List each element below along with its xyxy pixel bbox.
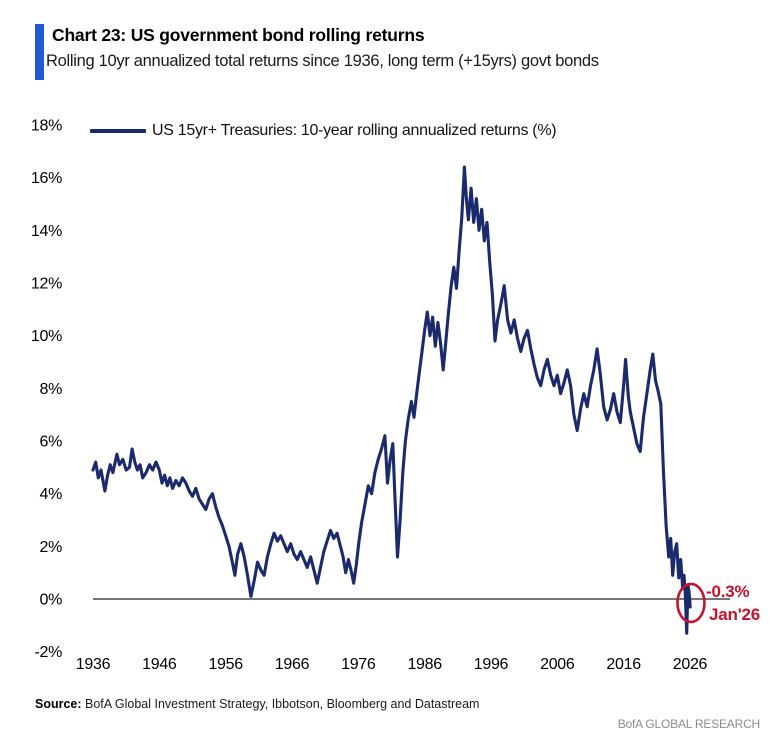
legend-label: US 15yr+ Treasuries: 10-year rolling ann… [152, 122, 557, 139]
source-line: Source: BofA Global Investment Strategy,… [35, 697, 479, 711]
y-tick-label: -2% [34, 644, 62, 661]
annotation-date: Jan'26 [709, 605, 761, 625]
annotation-value: -0.3% [706, 582, 750, 601]
y-tick-label: 0% [39, 592, 62, 609]
x-tick-label: 1946 [142, 656, 177, 673]
y-tick-label: 10% [31, 328, 62, 345]
y-tick-label: 16% [31, 170, 62, 187]
chart-title: Chart 23: US government bond rolling ret… [52, 25, 425, 45]
legend: US 15yr+ Treasuries: 10-year rolling ann… [90, 122, 557, 140]
x-tick-label: 1986 [407, 656, 442, 673]
accent-bar [35, 24, 44, 80]
y-tick-label: 12% [31, 276, 62, 293]
x-tick-label: 2016 [606, 656, 641, 673]
x-tick-label: 1956 [208, 656, 243, 673]
research-brand: BofA GLOBAL RESEARCH [617, 717, 760, 731]
chart-subtitle: Rolling 10yr annualized total returns si… [46, 52, 599, 70]
y-tick-label: 14% [31, 223, 62, 240]
legend-line-swatch [90, 129, 146, 133]
source-text: BofA Global Investment Strategy, Ibbotso… [81, 697, 480, 711]
x-tick-label: 1936 [76, 656, 111, 673]
x-tick-label: 1976 [341, 656, 376, 673]
source-label: Source: [35, 697, 82, 711]
x-tick-label: 2026 [673, 656, 708, 673]
y-tick-label: 4% [39, 486, 62, 503]
y-tick-label: 8% [39, 381, 62, 398]
annotation-callout: -0.3% Jan'26 [706, 580, 760, 627]
series-line [91, 165, 692, 635]
x-tick-label: 2006 [540, 656, 575, 673]
y-tick-label: 6% [39, 434, 62, 451]
x-tick-label: 1996 [474, 656, 509, 673]
y-tick-label: 2% [39, 539, 62, 556]
y-tick-label: 18% [31, 118, 62, 135]
annotation-circle [676, 582, 706, 624]
x-tick-label: 1966 [275, 656, 310, 673]
